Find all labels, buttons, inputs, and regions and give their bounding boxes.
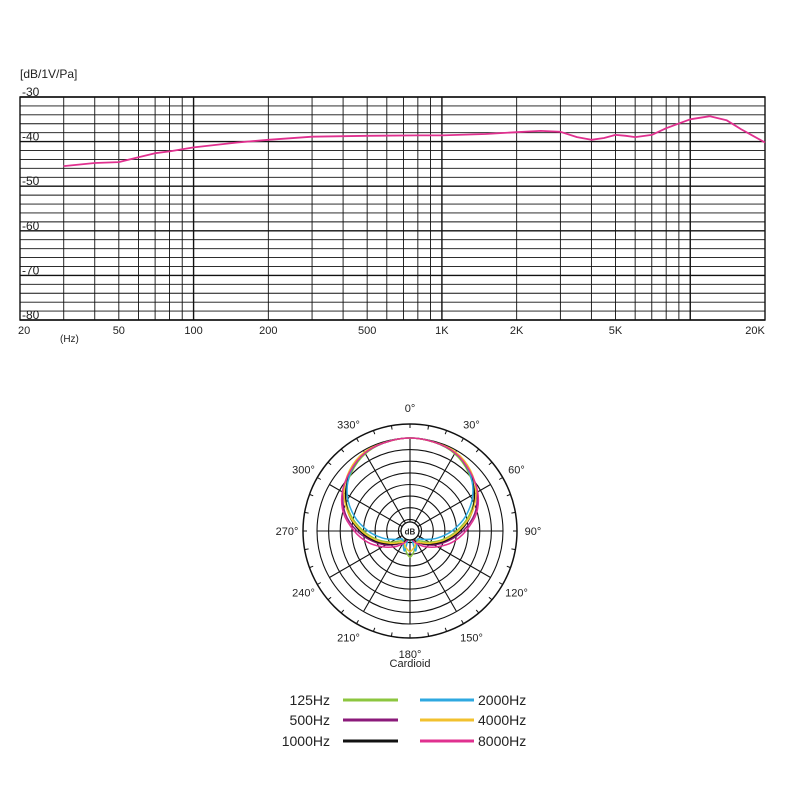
polar-tick [340,448,345,453]
polar-tick [461,438,464,443]
polar-angle-label: 270° [276,526,299,538]
legend-label: 8000Hz [478,733,526,749]
x-tick-label: 5K [609,325,623,337]
polar-tick [511,548,516,551]
polar-tick [372,430,376,435]
polar-center-label: dB [405,528,416,537]
polar-tick [390,632,393,637]
polar-angle-label: 90° [525,526,542,538]
legend-label: 1000Hz [282,733,330,749]
legend: 125Hz 500Hz 1000Hz 2000Hz 4000Hz 8000Hz [282,692,527,749]
polar-angle-label: 300° [292,465,315,477]
polar-tick [356,438,359,443]
polar-angle-label: 60° [508,465,525,477]
polar-center-badge [400,521,420,541]
legend-label: 2000Hz [478,692,526,708]
polar-tick [309,493,314,497]
polar-angle-label: 30° [463,420,480,432]
polar-tick [372,627,376,632]
polar-angle-label: 150° [460,633,483,645]
polar-tick [488,461,493,466]
x-tick-label: 20 [18,325,30,337]
plot-frame [19,96,766,321]
polar-tick [498,582,503,585]
polar-spoke [363,450,411,532]
y-tick-label: -80 [22,308,40,322]
polar-tick [506,565,511,569]
polar-tick [327,461,332,466]
polar-tick [427,632,430,637]
polar-tick [475,448,480,453]
x-tick-label: 50 [113,325,125,337]
polar-tick [340,609,345,614]
polar-tick [488,596,493,601]
x-tick-label: 20K [745,325,765,337]
polar-angle-label: 180° [399,649,422,661]
x-tick-label: 2K [510,325,524,337]
x-tick-label: 1K [435,325,449,337]
legend-label: 125Hz [290,692,330,708]
polar-angle-label: 330° [337,420,360,432]
polar-tick [309,565,314,569]
polar-angle-label: 240° [292,588,315,600]
polar-tick [304,548,309,551]
polar-spoke [409,450,457,532]
y-axis-label: [dB/1V/Pa] [20,67,77,81]
y-tick-labels: -30 -40 -50 -60 -70 -80 [22,85,40,322]
polar-tick [444,627,448,632]
frequency-grid [19,96,766,321]
polar-subtitle: Cardioid [390,658,431,670]
polar-tick [506,493,511,497]
polar-tick [475,609,480,614]
x-axis-unit-label: (Hz) [60,334,79,345]
polar-tick [356,619,359,624]
y-tick-label: -60 [22,219,40,233]
y-tick-label: -50 [22,174,40,188]
y-tick-label: -40 [22,130,40,144]
frequency-series [63,115,766,167]
y-tick-label: -70 [22,263,40,277]
polar-pattern-chart: 0° 30° 60° 90° 120° 150° 180° 210° 240° 270° 300° 3… [276,403,542,670]
legend-label: 4000Hz [478,712,526,728]
polar-tick [461,619,464,624]
polar-tick [304,511,309,514]
legend-label: 500Hz [290,712,330,728]
polar-tick [511,511,516,514]
frequency-response-chart: [dB/1V/Pa] (Hz) -30 -40 -50 -60 -70 -80 20 50 1… [18,67,766,345]
x-tick-label: 500 [358,325,376,337]
polar-tick [444,430,448,435]
polar-angle-labels: 0° 30° 60° 90° 120° 150° 180° 210° 240° 270° 300° 3… [276,403,542,661]
polar-tick [327,596,332,601]
x-tick-labels: 20 50 100 200 500 1K 2K 5K 20K [18,325,765,337]
polar-angle-label: 0° [405,403,416,415]
y-tick-label: -30 [22,85,40,99]
x-tick-label: 100 [184,325,202,337]
x-tick-label: 200 [259,325,277,337]
polar-tick [317,582,322,585]
polar-tick [427,425,430,430]
polar-tick [390,425,393,430]
frequency-response-line [63,115,766,167]
polar-angle-label: 120° [505,588,528,600]
polar-angle-label: 210° [337,633,360,645]
polar-line-4000hz [343,437,477,553]
polar-tick [498,477,503,480]
polar-tick [317,477,322,480]
